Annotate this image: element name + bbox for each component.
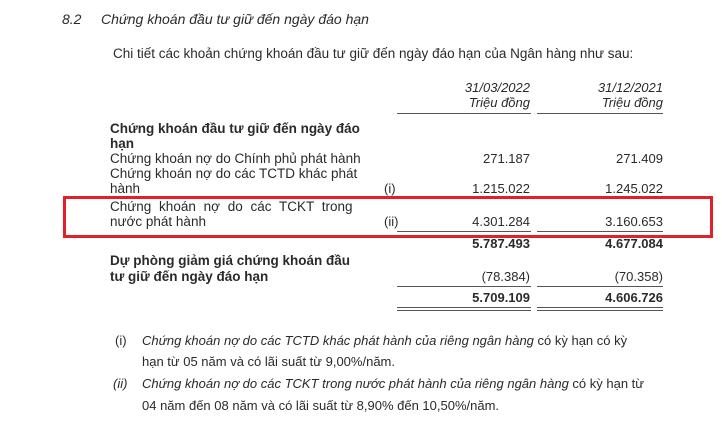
group-heading: Chứng khoán đầu tư giữ đến ngày đáo: [110, 121, 360, 136]
col1-unit: Triệu đồng: [468, 95, 530, 110]
provision-label: tư giữ đến ngày đáo hạn: [110, 269, 269, 284]
section-number: 8.2: [62, 11, 82, 27]
total-value: 4.606.726: [605, 290, 663, 305]
col2-unit: Triệu đồng: [601, 95, 663, 110]
total-value: 5.709.109: [472, 290, 530, 305]
row-label: hành: [110, 181, 141, 196]
header-underline: [397, 113, 531, 114]
footnote-marker: (ii): [113, 376, 128, 391]
footnote-text: có kỳ hạn có kỳ: [533, 333, 628, 348]
highlight-box: [63, 196, 713, 238]
footnote-italic: Chứng khoán nợ do các TCKT trong nước ph…: [142, 376, 569, 391]
footnote-italic: Chứng khoán nợ do các TCTD khác phát hàn…: [142, 333, 534, 348]
group-heading: hạn: [110, 136, 135, 151]
row-value: 1.245.022: [605, 181, 663, 196]
provision-value: (78.384): [481, 269, 530, 284]
header-underline: [537, 113, 663, 114]
row-label: Chứng khoán nợ do các TCTD khác phát: [110, 166, 358, 181]
row-label: Chứng khoán nợ do các TCKT trong: [110, 199, 353, 214]
subtotal-value: 4.677.084: [605, 236, 663, 251]
row-underline: [397, 231, 531, 232]
footnote-marker: (i): [115, 333, 127, 348]
footnote-text: hạn từ 05 năm và có lãi suất từ 9,00%/nă…: [142, 354, 395, 369]
col1-date: 31/03/2022: [464, 80, 530, 95]
provision-underline: [537, 286, 663, 287]
intro-text: Chi tiết các khoản chứng khoán đầu tư gi…: [113, 46, 634, 61]
total-double-underline: [537, 307, 663, 311]
provision-underline: [397, 286, 531, 287]
subtotal-value: 5.787.493: [472, 236, 530, 251]
row-value: 271.187: [483, 151, 530, 166]
row-underline: [537, 231, 663, 232]
total-double-underline: [397, 307, 531, 311]
provision-value: (70.358): [614, 269, 663, 284]
row-note: (ii): [384, 214, 399, 229]
footnote-text: có kỳ hạn từ: [568, 376, 644, 391]
row-note: (i): [384, 181, 396, 196]
row-value: 1.215.022: [472, 181, 530, 196]
col2-date: 31/12/2021: [597, 80, 663, 95]
provision-label: Dự phòng giảm giá chứng khoán đầu: [110, 253, 351, 268]
footnote-text: 04 năm đến 08 năm và có lãi suất từ 8,90…: [142, 398, 500, 413]
row-value: 4.301.284: [472, 214, 530, 229]
row-label: nước phát hành: [110, 214, 206, 229]
row-value: 3.160.653: [605, 214, 663, 229]
row-value: 271.409: [616, 151, 663, 166]
row-label: Chứng khoán nợ do Chính phủ phát hành: [110, 151, 361, 166]
section-title: Chứng khoán đầu tư giữ đến ngày đáo hạn: [101, 11, 369, 27]
